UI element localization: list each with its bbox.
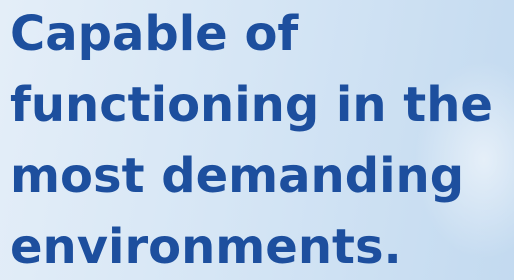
headline: Capable of functioning in the most deman… — [0, 0, 514, 280]
headline-line: environments. — [10, 219, 402, 275]
headline-line: most demanding — [10, 148, 464, 204]
headline-line: functioning in the — [10, 77, 493, 133]
headline-line: Capable of — [10, 6, 299, 62]
hero-banner: Capable of functioning in the most deman… — [0, 0, 514, 280]
